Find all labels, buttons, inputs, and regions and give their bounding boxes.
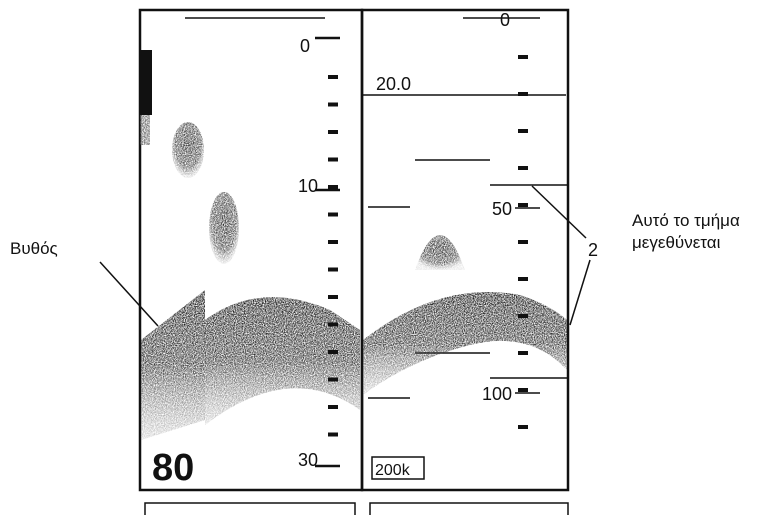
frequency-box [371, 456, 425, 480]
bracket [144, 502, 356, 515]
scale-dash [518, 55, 528, 59]
left-panel: 0 10 30 80 [138, 8, 364, 492]
callout-label: Αυτό το τμήμα [632, 211, 740, 230]
scale-dash [328, 130, 338, 134]
scale-label: 0 [500, 10, 510, 30]
scale-dash [328, 75, 338, 79]
scale-dash [328, 212, 338, 217]
scale-dash [518, 425, 528, 429]
scale-dash [328, 240, 338, 244]
scale-label: 50 [492, 199, 512, 219]
scale-dash [328, 350, 338, 354]
scale-dash [328, 322, 338, 327]
callout-label: μεγεθύνεται [632, 233, 721, 252]
scale-dash [518, 240, 528, 244]
scale-dash [328, 405, 338, 409]
scale-dash [328, 267, 338, 272]
gain-bar [140, 50, 152, 115]
fish-echo [415, 235, 465, 270]
scale-dash [328, 185, 338, 189]
scale-label: 30 [298, 450, 318, 470]
scale-dash [328, 377, 338, 382]
scale-dash [518, 314, 528, 318]
bottom-echo [205, 297, 360, 425]
gain-bar [140, 115, 150, 145]
scale-dash [518, 388, 528, 392]
scale-label: 0 [300, 36, 310, 56]
scale-dash [328, 102, 338, 107]
fish-echo [172, 122, 204, 178]
frequency-label: 200k [375, 462, 411, 479]
shift-label: 20.0 [376, 74, 411, 94]
scale-dash [518, 203, 528, 207]
scale-dash [328, 295, 338, 299]
callout-line [531, 185, 587, 239]
scale-dash [518, 277, 528, 281]
bottom-echo [141, 290, 205, 440]
callout-mark: 2 [588, 240, 598, 260]
bottom-echo [363, 292, 567, 395]
callout-label: Βυθός [10, 239, 58, 258]
fish-echo [209, 192, 239, 264]
scale-dash [328, 432, 338, 437]
scale-label: 100 [482, 384, 512, 404]
callout-line [569, 259, 591, 326]
scale-dashes [328, 75, 338, 437]
callout-line [99, 261, 159, 327]
panel-frame [360, 8, 570, 492]
scale-dashes [518, 55, 528, 429]
bracket [369, 502, 569, 515]
range-label: 80 [152, 447, 194, 489]
right-panel: 0 50 100 20.0 200k [360, 8, 570, 492]
scale-dash [518, 166, 528, 170]
scale-dash [518, 351, 528, 355]
scale-label: 10 [298, 176, 318, 196]
scale-dash [518, 92, 528, 96]
scale-dash [328, 157, 338, 162]
scale-dash [518, 129, 528, 133]
